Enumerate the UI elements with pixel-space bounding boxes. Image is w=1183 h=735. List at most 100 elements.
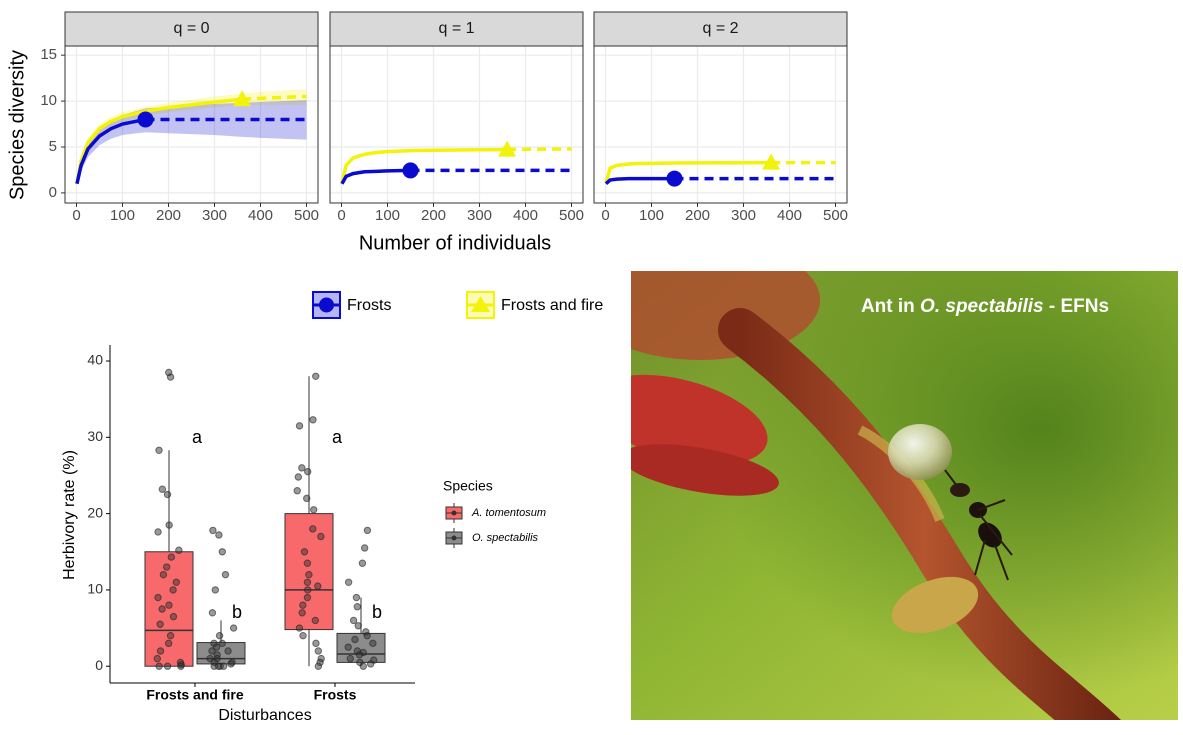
interpolated-line xyxy=(75,97,243,185)
jitter-point xyxy=(303,494,311,503)
jitter-point xyxy=(166,631,175,640)
observed-point xyxy=(233,90,252,107)
jitter-point xyxy=(154,593,162,602)
observed-point xyxy=(402,162,419,179)
extrapolated-line xyxy=(242,94,307,101)
jitter-point xyxy=(218,548,227,556)
jitter-point xyxy=(215,631,224,640)
observed-point xyxy=(666,170,683,187)
x-tick-label: 200 xyxy=(156,207,181,224)
jitter-point xyxy=(359,662,367,670)
x-tick-label: 100 xyxy=(639,207,664,224)
x-tick-label: 0 xyxy=(601,207,609,224)
jitter-point xyxy=(353,603,361,611)
jitter-point xyxy=(309,416,317,424)
significance-letter: b xyxy=(232,602,242,622)
observed-point xyxy=(762,153,781,170)
jitter-point xyxy=(166,373,175,381)
legend-key-point xyxy=(451,510,457,516)
y-tick-label: 30 xyxy=(87,428,103,444)
jitter-point xyxy=(156,647,165,655)
x-tick-label: 500 xyxy=(559,207,584,224)
x-tick-label: 100 xyxy=(110,207,135,224)
jitter-point xyxy=(369,639,377,648)
x-tick-label: Frosts xyxy=(314,687,357,703)
photo-caption: Ant in O. spectabilis - EFNs xyxy=(861,296,1109,317)
interpolated-line xyxy=(604,176,675,186)
facet-title: q = 0 xyxy=(173,20,209,37)
x-tick-label: 300 xyxy=(467,207,492,224)
jitter-point xyxy=(155,446,163,454)
jitter-point xyxy=(294,473,303,481)
jitter-point xyxy=(299,601,307,609)
jitter-point xyxy=(363,526,372,535)
legend-key-point xyxy=(451,535,457,541)
facet-title: q = 2 xyxy=(702,20,738,37)
panel-border xyxy=(64,45,319,204)
jitter-point xyxy=(167,553,176,561)
jitter-point xyxy=(349,616,358,625)
legend-key-marker xyxy=(471,296,490,312)
photo: Ant in O. spectabilis - EFNs xyxy=(631,271,1178,720)
jitter-point xyxy=(314,582,322,590)
legend-label: Frosts xyxy=(347,297,391,314)
jitter-point xyxy=(221,570,230,579)
jitter-point xyxy=(215,531,223,539)
jitter-point xyxy=(214,662,223,670)
jitter-point xyxy=(163,490,172,499)
significance-letter: a xyxy=(332,427,343,447)
jitter-point xyxy=(209,526,217,535)
x-axis-title: Number of individuals xyxy=(359,232,551,254)
jitter-point xyxy=(154,528,162,536)
jitter-point xyxy=(312,639,320,648)
x-tick-label: 200 xyxy=(421,207,446,224)
jitter-point xyxy=(156,620,164,628)
jitter-point xyxy=(159,570,168,579)
x-tick-label: 0 xyxy=(72,207,80,224)
jitter-point xyxy=(224,647,232,655)
x-tick-label: 400 xyxy=(248,207,273,224)
x-tick-label: 400 xyxy=(513,207,538,224)
jitter-point xyxy=(172,578,181,586)
jitter-point xyxy=(155,662,163,670)
caption-species: O. spectabilis xyxy=(920,296,1044,317)
jitter-point xyxy=(164,639,173,648)
y-axis-title: Herbivory rate (%) xyxy=(61,450,78,580)
observed-point xyxy=(498,140,517,157)
panel-background xyxy=(330,46,583,203)
jitter-point xyxy=(346,654,355,663)
jitter-point xyxy=(310,506,318,514)
jitter-point xyxy=(229,624,238,632)
jitter-point xyxy=(298,464,306,472)
jitter-point xyxy=(351,635,359,644)
x-tick-label: 300 xyxy=(731,207,756,224)
legend-label: A. tomentosum xyxy=(471,507,546,519)
jitter-point xyxy=(295,624,304,632)
significance-letter: b xyxy=(372,602,382,622)
jitter-point xyxy=(309,525,317,533)
jitter-point xyxy=(177,662,185,670)
jitter-point xyxy=(165,521,173,529)
panel-border xyxy=(329,45,584,204)
jitter-point xyxy=(363,631,371,640)
legend-key-marker xyxy=(319,297,334,313)
y-axis-title: Species diversity xyxy=(6,50,28,200)
jitter-point xyxy=(158,605,166,613)
facet-title: q = 1 xyxy=(438,20,474,37)
caption-text: - EFNs xyxy=(1044,296,1109,317)
panel-border xyxy=(593,45,848,204)
x-tick-label: Frosts and fire xyxy=(146,687,243,703)
x-tick-label: 100 xyxy=(375,207,400,224)
y-tick-label: 10 xyxy=(40,92,57,109)
jitter-point xyxy=(158,485,167,493)
jitter-point xyxy=(304,467,312,476)
jitter-point xyxy=(314,647,323,655)
jitter-point xyxy=(303,559,312,567)
jitter-point xyxy=(211,586,220,594)
jitter-point xyxy=(303,593,312,602)
legend-label: Frosts and fire xyxy=(501,297,603,314)
jitter-point xyxy=(208,647,216,655)
jitter-point xyxy=(163,662,172,670)
